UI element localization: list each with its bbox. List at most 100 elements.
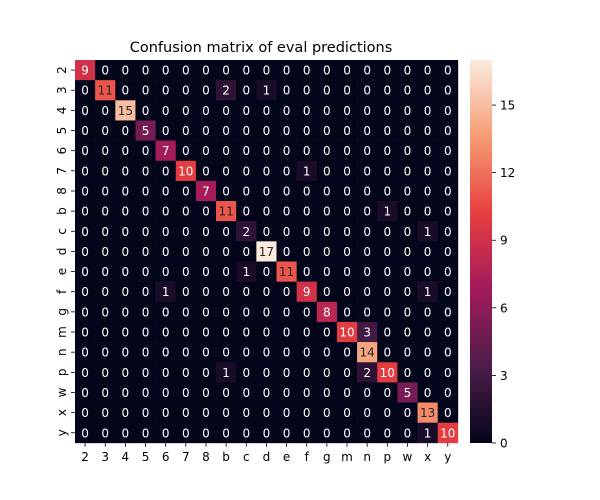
y-tick-label: w [55,387,69,397]
cell-annotation: 0 [404,144,412,158]
y-tick-label: e [55,268,69,275]
y-tick-label: f [55,289,69,294]
cell-annotation: 0 [242,366,250,380]
cell-annotation: 0 [404,225,412,239]
cell-annotation: 0 [142,144,150,158]
cell-annotation: 0 [363,265,371,279]
cell-annotation: 0 [182,326,190,340]
cell-annotation: 0 [81,265,89,279]
cell-annotation: 0 [263,305,271,319]
cell-annotation: 0 [404,184,412,198]
cell-annotation: 0 [404,104,412,118]
cell-annotation: 0 [303,386,311,400]
cell-annotation: 0 [81,305,89,319]
cell-annotation: 0 [303,104,311,118]
cell-annotation: 0 [122,64,130,78]
cell-annotation: 0 [303,406,311,420]
cell-annotation: 0 [242,326,250,340]
x-tick-label: m [341,450,353,464]
cell-annotation: 0 [383,245,391,259]
cell-annotation: 0 [444,245,452,259]
cell-annotation: 0 [404,366,412,380]
cell-annotation: 0 [81,386,89,400]
cell-annotation: 0 [424,366,432,380]
cell-annotation: 10 [380,366,395,380]
cell-annotation: 0 [424,265,432,279]
cell-annotation: 11 [98,84,113,98]
cell-annotation: 0 [202,64,210,78]
cell-annotation: 0 [263,184,271,198]
cell-annotation: 0 [404,326,412,340]
cell-annotation: 0 [162,265,170,279]
cell-annotation: 0 [182,184,190,198]
cell-annotation: 0 [323,64,331,78]
cell-annotation: 0 [303,326,311,340]
cell-annotation: 0 [263,104,271,118]
x-tick-label: w [403,450,413,464]
cell-annotation: 0 [323,84,331,98]
cell-annotation: 0 [142,366,150,380]
cell-annotation: 0 [101,285,109,299]
x-axis-ticks: 2345678bcdefgmnpwxy [81,443,451,464]
cell-annotation: 0 [424,84,432,98]
cell-annotation: 0 [444,406,452,420]
cell-annotation: 0 [343,406,351,420]
cell-annotation: 0 [222,386,230,400]
cell-annotation: 0 [444,366,452,380]
y-tick-label: d [55,248,69,256]
cell-annotation: 0 [343,305,351,319]
cell-annotation: 0 [182,104,190,118]
cell-annotation: 0 [222,124,230,138]
cell-annotation: 0 [343,164,351,178]
cell-annotation: 0 [182,144,190,158]
cell-annotation: 0 [444,124,452,138]
cell-annotation: 1 [424,426,432,440]
cell-annotation: 0 [323,205,331,219]
cell-annotation: 0 [182,285,190,299]
cell-annotation: 0 [222,225,230,239]
cell-annotation: 0 [182,124,190,138]
cell-annotation: 0 [444,104,452,118]
cell-annotation: 0 [424,144,432,158]
x-tick-label: c [243,450,250,464]
colorbar-tick-label: 6 [500,301,508,315]
cell-annotation: 0 [142,104,150,118]
cell-annotation: 0 [122,426,130,440]
cell-annotation: 0 [81,366,89,380]
cell-annotation: 0 [363,144,371,158]
cell-annotation: 0 [323,104,331,118]
cell-annotation: 1 [242,265,250,279]
cell-annotation: 0 [122,225,130,239]
cell-annotation: 0 [343,104,351,118]
cell-annotation: 0 [162,366,170,380]
cell-annotation: 0 [343,366,351,380]
cell-annotation: 0 [202,346,210,360]
cell-annotation: 0 [101,144,109,158]
cell-annotation: 0 [444,386,452,400]
cell-annotation: 0 [122,124,130,138]
cell-annotation: 0 [424,305,432,319]
cell-annotation: 0 [81,426,89,440]
cell-annotation: 0 [303,346,311,360]
cell-annotation: 0 [343,205,351,219]
cell-annotation: 0 [343,346,351,360]
cell-annotation: 0 [383,305,391,319]
cell-annotation: 0 [202,245,210,259]
cell-annotation: 0 [263,406,271,420]
cell-annotation: 0 [142,245,150,259]
cell-annotation: 0 [202,305,210,319]
cell-annotation: 3 [363,326,371,340]
cell-annotation: 0 [162,406,170,420]
cell-annotation: 0 [383,326,391,340]
cell-annotation: 0 [242,305,250,319]
cell-annotation: 0 [142,184,150,198]
cell-annotation: 0 [444,144,452,158]
cell-annotation: 0 [162,245,170,259]
y-tick-label: x [55,409,69,416]
cell-annotation: 0 [343,285,351,299]
cell-annotation: 0 [283,205,291,219]
cell-annotation: 0 [363,64,371,78]
cell-annotation: 0 [122,346,130,360]
cell-annotation: 0 [444,285,452,299]
cell-annotation: 0 [383,406,391,420]
